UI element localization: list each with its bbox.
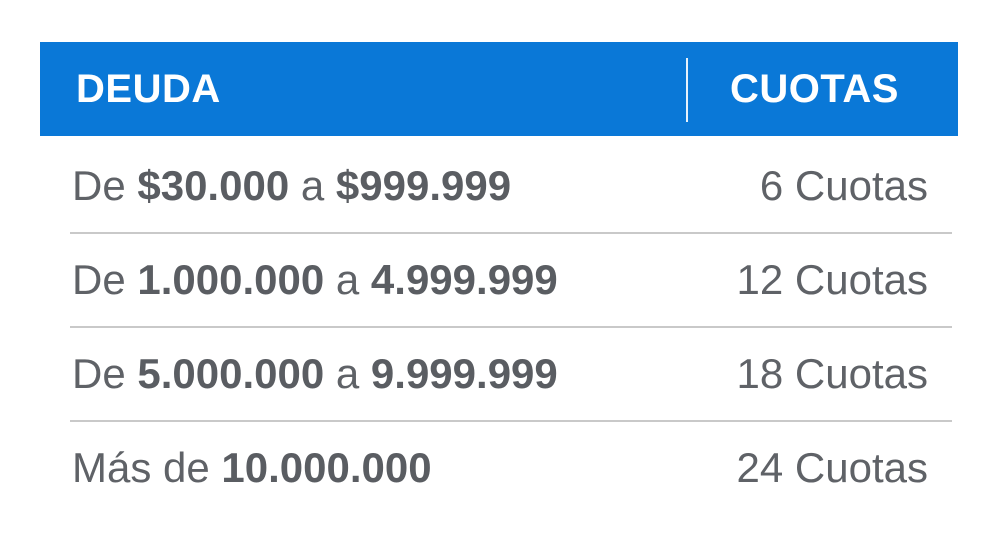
header-divider: [686, 58, 688, 122]
range-to: 9.999.999: [370, 350, 558, 397]
table-header: DEUDA CUOTAS: [40, 42, 958, 136]
header-debt: DEUDA: [76, 67, 221, 111]
range-from: 10.000.000: [221, 444, 432, 491]
debt-range: Más de 10.000.000: [72, 444, 432, 491]
range-from: 5.000.000: [137, 350, 325, 397]
debt-range: De 5.000.000 a 9.999.999: [72, 350, 558, 397]
table-row: Más de 10.000.000 24 Cuotas: [70, 421, 952, 514]
debt-range: De 1.000.000 a 4.999.999: [72, 256, 558, 303]
table-row: De 1.000.000 a 4.999.999 12 Cuotas: [70, 233, 952, 328]
range-to: $999.999: [335, 162, 512, 209]
fees-count: 18 Cuotas: [736, 350, 928, 397]
range-from: $30.000: [137, 162, 290, 209]
fees-count: 24 Cuotas: [736, 444, 928, 491]
debt-range: De $30.000 a $999.999: [72, 162, 512, 209]
fees-count: 12 Cuotas: [736, 256, 928, 303]
header-fees: CUOTAS: [730, 67, 899, 111]
range-from: 1.000.000: [137, 256, 325, 303]
range-to: 4.999.999: [370, 256, 558, 303]
fees-count: 6 Cuotas: [759, 162, 928, 209]
table-row: De 5.000.000 a 9.999.999 18 Cuotas: [70, 327, 952, 422]
table-row: De $30.000 a $999.999 6 Cuotas: [70, 139, 952, 234]
